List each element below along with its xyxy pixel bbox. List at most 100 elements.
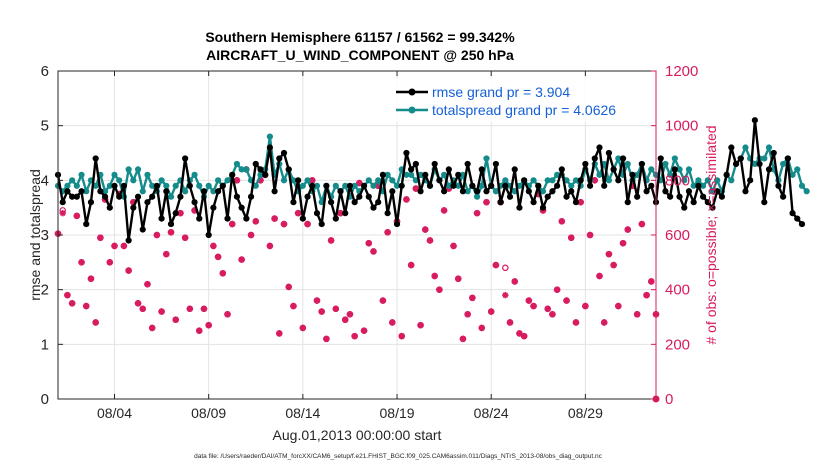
rmse-point — [346, 182, 354, 189]
rmse-point — [488, 182, 495, 189]
obs-possible-marker — [436, 286, 443, 293]
asterisk-stroke — [488, 308, 495, 315]
rmse-point — [247, 193, 255, 200]
totalspread-point — [789, 171, 796, 178]
rmse-point — [473, 188, 481, 195]
totalspread-point — [191, 171, 198, 178]
totalspread-point — [473, 193, 481, 200]
rmse-point — [426, 182, 434, 189]
obs-possible-marker — [200, 305, 208, 313]
asterisk-stroke — [436, 286, 443, 293]
asterisk-stroke — [323, 336, 330, 342]
y-right-tick-label: 600 — [665, 227, 690, 244]
asterisk-stroke — [78, 259, 85, 266]
asterisk-stroke — [526, 297, 532, 304]
rmse-point — [78, 188, 85, 195]
rmse-point — [97, 188, 104, 195]
asterisk-stroke — [92, 319, 99, 326]
rmse-point — [464, 160, 471, 168]
rmse-point — [389, 188, 396, 195]
asterisk-stroke — [596, 273, 603, 279]
totalspread-point — [266, 133, 273, 140]
asterisk-stroke — [121, 243, 127, 249]
rmse-point — [224, 215, 231, 222]
asterisk-stroke — [300, 325, 306, 331]
totalspread-point — [483, 155, 490, 162]
obs-possible-marker — [464, 310, 471, 318]
obs-possible-marker — [276, 330, 283, 337]
totalspread-point — [106, 182, 113, 189]
rmse-point — [101, 193, 109, 200]
asterisk-stroke — [370, 248, 377, 255]
rmse-point — [539, 204, 547, 211]
obs-possible-marker — [271, 215, 278, 222]
obs-possible-marker — [181, 234, 189, 242]
asterisk-stroke — [97, 234, 104, 241]
rmse-point — [252, 160, 259, 168]
asterisk-stroke — [361, 327, 367, 334]
y-tick-label: 0 — [41, 391, 49, 408]
asterisk-stroke — [507, 319, 513, 326]
obs-possible-marker — [572, 319, 580, 326]
asterisk-stroke — [356, 180, 363, 186]
rmse-point — [483, 188, 490, 195]
asterisk-stroke — [559, 218, 565, 225]
asterisk-stroke — [342, 316, 349, 323]
totalspread-point — [332, 182, 339, 189]
asterisk-stroke — [205, 322, 212, 329]
asterisk-stroke — [478, 325, 485, 331]
totalspread-point — [158, 177, 165, 184]
totalspread-point — [313, 182, 321, 189]
rmse-point — [290, 199, 297, 206]
rmse-point — [431, 160, 438, 168]
rmse-point — [742, 188, 749, 195]
obs-possible-marker — [64, 291, 71, 299]
asterisk-stroke — [511, 278, 518, 285]
asterisk-stroke — [530, 303, 537, 309]
rmse-point — [167, 220, 175, 228]
legend-spread-label: totalspread grand pr = 4.0626 — [432, 102, 616, 118]
asterisk-stroke — [182, 234, 188, 241]
rmse-point — [789, 210, 796, 217]
obs-possible-marker — [252, 218, 260, 225]
rmse-point — [445, 166, 452, 173]
rmse-point — [634, 193, 641, 200]
obs-possible-marker — [351, 332, 358, 340]
rmse-point — [662, 188, 669, 195]
rmse-point — [681, 204, 688, 211]
rmse-point — [309, 182, 316, 189]
rmse-point — [657, 155, 664, 162]
asterisk-stroke — [563, 297, 570, 304]
asterisk-stroke — [158, 308, 165, 315]
obs-possible-marker — [228, 220, 236, 228]
totalspread-point — [765, 144, 773, 151]
obs-possible-marker — [582, 302, 589, 310]
rmse-point — [794, 215, 801, 222]
rmse-point — [775, 182, 782, 189]
rmse-point — [436, 177, 443, 184]
obs-possible-marker — [379, 297, 387, 304]
rmse-point — [214, 188, 222, 195]
asterisk-stroke — [163, 251, 170, 257]
obs-possible-marker — [285, 283, 293, 291]
totalspread-point — [130, 177, 137, 184]
obs-possible-marker — [162, 250, 170, 258]
rmse-point — [535, 182, 542, 189]
obs-possible-marker — [412, 185, 420, 192]
totalspread-point — [163, 182, 170, 189]
rmse-point — [502, 182, 509, 189]
y-axis-right: 0 200 400 600 800 1000 1200 — [651, 63, 698, 408]
obs-possible-marker — [318, 308, 325, 315]
asterisk-stroke — [252, 218, 259, 225]
obs-possible-marker — [633, 310, 641, 318]
totalspread-point — [384, 171, 391, 178]
obs-possible-marker — [266, 242, 274, 250]
totalspread-point — [64, 182, 71, 189]
totalspread-point — [342, 182, 349, 189]
rmse-point — [379, 171, 386, 178]
rmse-point — [667, 193, 674, 200]
asterisk-stroke — [422, 226, 429, 233]
rmse-point — [572, 199, 580, 206]
obs-possible-marker — [431, 272, 438, 280]
rmse-point — [582, 160, 589, 168]
